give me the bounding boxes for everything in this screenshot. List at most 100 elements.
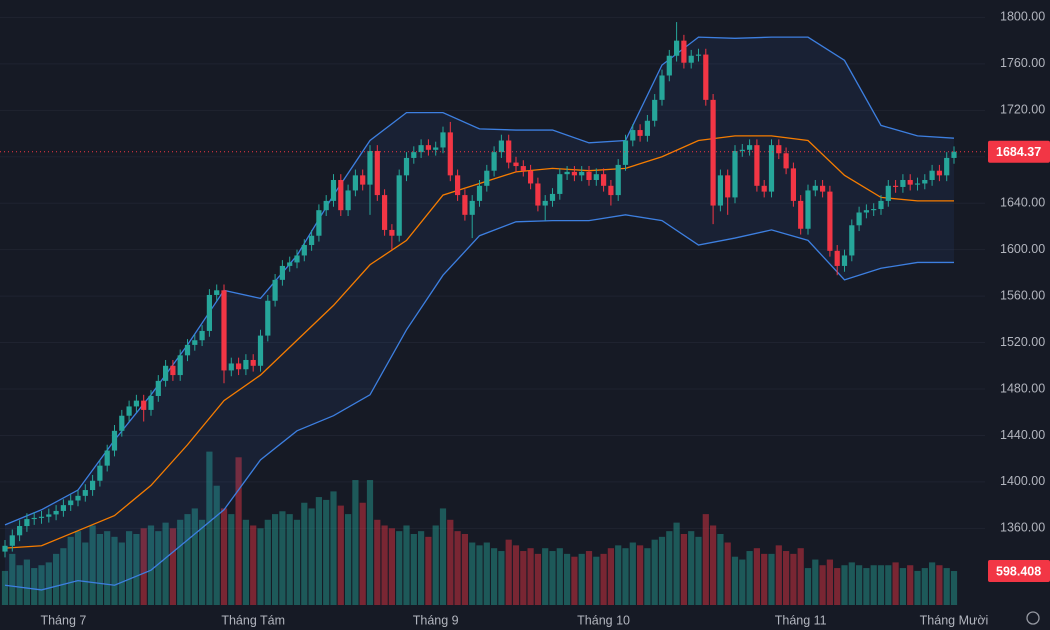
candle-body: [666, 55, 672, 76]
volume-bar: [615, 545, 622, 605]
volume-bar: [315, 497, 322, 605]
volume-bar: [213, 485, 220, 605]
volume-bar: [658, 536, 666, 605]
candle-body: [498, 140, 504, 153]
candle-body: [199, 330, 205, 341]
volume-bar: [469, 542, 476, 605]
candle-body: [484, 170, 490, 186]
volume-bar: [498, 551, 505, 605]
volume-bar: [673, 522, 680, 605]
candle-body: [725, 175, 731, 198]
y-tick-label: 1360.00: [1000, 521, 1045, 535]
volume-bar: [790, 553, 797, 605]
candle-body: [294, 255, 300, 263]
candle-body: [652, 99, 658, 121]
candle-body: [90, 480, 96, 491]
volume-bar: [841, 565, 848, 605]
volume-tag: [988, 560, 1050, 583]
volume-bar: [264, 519, 271, 605]
candle-body: [170, 365, 176, 376]
volume-bar: [702, 514, 709, 605]
candle-body: [265, 300, 271, 336]
volume-bar: [644, 548, 651, 605]
candle-body: [695, 54, 702, 56]
candle-body: [82, 490, 88, 496]
volume-bar: [60, 548, 67, 605]
volume-bar: [907, 565, 914, 605]
volume-bar: [564, 553, 571, 605]
candle-body: [177, 355, 183, 376]
candle-body: [323, 200, 329, 211]
volume-bar: [848, 562, 855, 605]
y-tick-label: 1560.00: [1000, 288, 1045, 302]
candle-body: [206, 294, 212, 331]
volume-bar: [447, 519, 454, 605]
candle-body: [717, 175, 723, 206]
volume-bar: [133, 533, 140, 605]
volume-bar: [293, 519, 301, 605]
candle-body: [615, 164, 621, 196]
volume-bar: [96, 533, 103, 605]
volume-bar: [775, 545, 782, 605]
volume-bar: [505, 539, 512, 605]
volume-bar: [637, 545, 644, 605]
candle-body: [46, 514, 52, 517]
candle-body: [827, 191, 833, 251]
volume-bar: [520, 551, 527, 605]
volume-bar: [396, 531, 403, 605]
volume-bar: [104, 531, 111, 605]
y-tick-label: 1520.00: [1000, 335, 1045, 349]
candle-body: [856, 212, 862, 226]
candle-body: [878, 200, 884, 210]
candle-body: [637, 130, 643, 136]
candle-body: [812, 185, 818, 191]
candle-body: [287, 262, 293, 266]
candle-body: [528, 170, 534, 184]
candle-body: [433, 147, 439, 150]
volume-bar: [593, 556, 600, 605]
volume-bar: [549, 551, 556, 605]
candle-body: [630, 130, 636, 141]
candle-body: [345, 190, 351, 211]
candle-body: [776, 145, 782, 154]
candle-body: [141, 400, 147, 410]
volume-bar: [439, 508, 447, 605]
volume-bar: [476, 545, 483, 605]
volume-bar: [491, 548, 498, 605]
volume-bar: [388, 528, 395, 605]
x-tick-label: Tháng 10: [577, 613, 630, 627]
candle-body: [491, 152, 497, 171]
volume-bar: [885, 565, 892, 605]
volume-bar: [352, 480, 359, 605]
volume-bar: [542, 548, 549, 605]
volume-bar: [337, 505, 344, 605]
candle-body: [155, 380, 161, 396]
candle-body: [469, 200, 475, 215]
candle-body: [352, 175, 358, 191]
candle-body: [309, 235, 315, 246]
volume-bar: [950, 571, 958, 605]
candle-body: [622, 140, 629, 165]
volume-bar: [16, 565, 23, 605]
y-tick-label: 1800.00: [1000, 10, 1045, 24]
candle-body: [257, 335, 264, 366]
candle-body: [768, 145, 775, 192]
volume-bar: [856, 565, 863, 605]
volume-bar: [826, 559, 833, 605]
y-tick-label: 1600.00: [1000, 242, 1045, 256]
candle-body: [97, 465, 103, 481]
volume-bar: [191, 508, 198, 605]
settings-icon[interactable]: [1026, 611, 1040, 625]
candle-body: [236, 363, 242, 370]
volume-bar: [425, 536, 432, 605]
y-tick-label: 1640.00: [1000, 196, 1045, 210]
volume-bar: [731, 556, 739, 605]
candle-body: [849, 225, 855, 256]
volume-bar: [1, 570, 9, 605]
candle-body: [133, 400, 139, 407]
volume-bar: [410, 533, 417, 605]
candle-body: [936, 170, 942, 176]
candle-body: [119, 415, 125, 431]
volume-bar: [155, 531, 162, 605]
candle-body: [17, 526, 23, 536]
